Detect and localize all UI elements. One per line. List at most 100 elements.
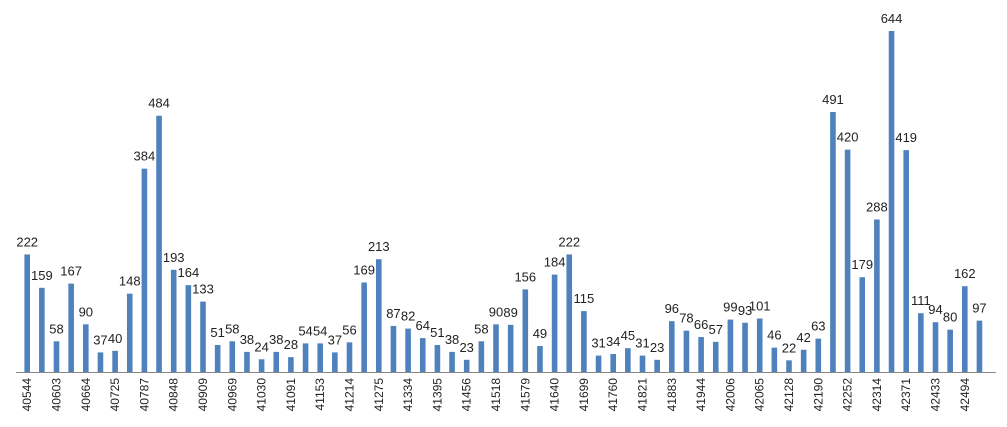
value-label-42006: 99 — [723, 300, 737, 315]
value-label-41122: 54 — [298, 323, 312, 338]
x-tick-label-42128: 42128 — [782, 378, 796, 412]
value-label-41609: 49 — [533, 326, 547, 341]
bar-42463 — [947, 329, 953, 372]
bar-41699 — [581, 311, 587, 372]
bar-42128 — [786, 360, 792, 372]
bar-41000 — [244, 351, 250, 372]
x-tick-label-41944: 41944 — [694, 378, 708, 412]
bar-41609 — [537, 346, 543, 372]
value-label-41183: 37 — [328, 332, 342, 347]
x-tick-label-42371: 42371 — [899, 378, 913, 412]
value-label-41760: 34 — [606, 334, 620, 349]
x-tick-label-40544: 40544 — [20, 378, 34, 412]
bar-42402 — [918, 313, 924, 372]
bar-41306 — [390, 325, 397, 372]
bar-42006 — [727, 319, 734, 372]
value-label-42524: 97 — [972, 301, 986, 316]
value-label-40940: 51 — [210, 325, 224, 340]
value-label-41730: 31 — [591, 336, 605, 351]
bar-42524 — [976, 320, 983, 372]
value-label-40725: 40 — [108, 331, 122, 346]
bar-41061 — [273, 351, 280, 372]
value-label-40848: 193 — [163, 250, 185, 265]
value-label-40817: 484 — [148, 96, 170, 111]
bar-41791 — [625, 348, 631, 372]
x-tick-label-40787: 40787 — [137, 378, 151, 412]
value-label-41699: 115 — [574, 291, 595, 306]
value-label-42463: 80 — [943, 310, 957, 325]
bar-41456 — [463, 359, 470, 372]
value-label-42494: 162 — [954, 266, 976, 281]
value-label-41974: 57 — [709, 322, 723, 337]
value-label-41306: 87 — [386, 306, 400, 321]
bar-40756 — [126, 293, 133, 372]
bar-40940 — [214, 345, 221, 372]
value-label-41456: 23 — [459, 340, 473, 355]
value-label-42128: 22 — [782, 340, 796, 355]
x-tick-label-42314: 42314 — [870, 378, 884, 412]
value-label-42402: 111 — [911, 293, 931, 308]
bar-42494 — [962, 286, 968, 372]
x-tick-label-41640: 41640 — [548, 378, 562, 412]
bar-41214 — [346, 342, 353, 372]
x-tick-label-40909: 40909 — [196, 378, 210, 412]
value-label-41518: 90 — [489, 304, 503, 319]
x-tick-label-41456: 41456 — [460, 378, 474, 412]
x-tick-label-41030: 41030 — [255, 378, 269, 412]
x-tick-label-41395: 41395 — [430, 378, 444, 412]
x-tick-label-42494: 42494 — [958, 378, 972, 412]
x-tick-label-41275: 41275 — [372, 378, 386, 412]
bar-41913 — [683, 330, 690, 372]
bar-41944 — [698, 337, 704, 372]
value-label-42314: 288 — [866, 200, 888, 215]
bar-40664 — [83, 324, 89, 372]
value-label-42252: 420 — [837, 130, 859, 145]
bar-40817 — [156, 115, 162, 372]
bar-42036 — [742, 322, 748, 372]
x-tick-label-40603: 40603 — [50, 378, 64, 412]
x-tick-label-41091: 41091 — [284, 378, 298, 412]
x-tick-label-40969: 40969 — [225, 378, 239, 412]
value-label-41061: 38 — [269, 332, 283, 347]
value-label-42343: 644 — [881, 11, 903, 26]
bar-40909 — [200, 301, 206, 372]
value-label-40878: 164 — [177, 265, 199, 280]
bar-41518 — [493, 324, 499, 372]
value-label-40603: 58 — [49, 321, 63, 336]
bar-42371 — [903, 150, 909, 372]
bar-41183 — [332, 352, 338, 372]
value-label-42158: 42 — [796, 330, 810, 345]
bar-41671 — [566, 254, 573, 372]
value-label-42371: 419 — [895, 130, 917, 145]
bar-42252 — [844, 149, 851, 372]
x-tick-label-40664: 40664 — [79, 378, 93, 412]
value-label-41791: 45 — [621, 328, 635, 343]
value-label-42433: 94 — [928, 302, 942, 317]
value-label-42220: 491 — [822, 92, 844, 107]
x-tick-label-41334: 41334 — [401, 378, 415, 412]
bar-40878 — [185, 285, 192, 372]
x-tick-label-41699: 41699 — [577, 378, 591, 412]
bar-40695 — [97, 352, 104, 372]
value-label-41091: 28 — [284, 337, 298, 352]
x-tick-label-42190: 42190 — [811, 378, 825, 412]
bar-41883 — [669, 321, 675, 372]
value-label-40787: 384 — [134, 149, 156, 164]
value-label-41395: 51 — [430, 325, 444, 340]
bar-40544 — [24, 254, 30, 372]
bar-41852 — [654, 359, 660, 372]
x-tick-label-41760: 41760 — [606, 378, 620, 412]
bar-41275 — [376, 259, 382, 372]
value-label-41153: 54 — [313, 323, 327, 338]
x-tick-label-40848: 40848 — [167, 378, 181, 412]
x-tick-label-41821: 41821 — [636, 378, 650, 412]
x-tick-labels-group: 40544 40603 40664 40725 40787 40848 40909 40969… — [20, 378, 972, 412]
x-tick-label-41579: 41579 — [518, 378, 532, 412]
bar-41821 — [639, 355, 646, 372]
value-label-41852: 23 — [650, 340, 664, 355]
value-label-40756: 148 — [119, 274, 141, 289]
bar-42433 — [932, 322, 939, 372]
bar-41730 — [595, 355, 602, 372]
